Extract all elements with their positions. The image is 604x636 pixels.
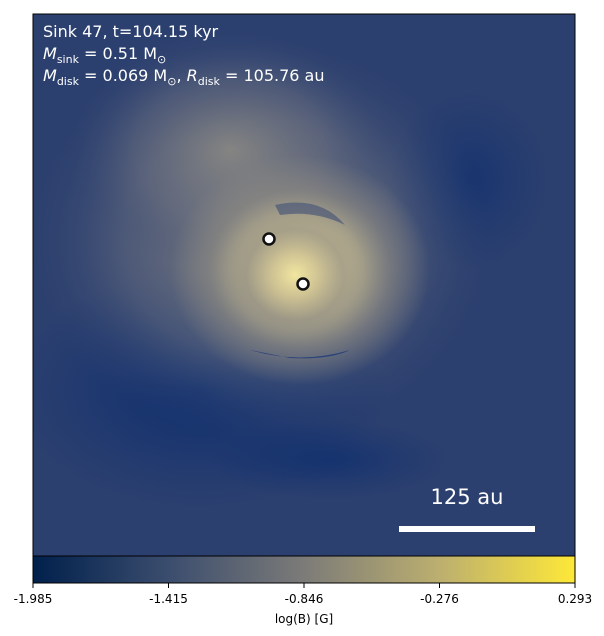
disk-core xyxy=(225,210,365,340)
r-disk-subscript: disk xyxy=(198,75,221,88)
colorbar-tick-label: 0.293 xyxy=(558,592,592,606)
sink-particle xyxy=(296,277,310,291)
r-disk-value: = 105.76 au xyxy=(220,66,325,85)
image-panel xyxy=(33,14,575,556)
colorbar-tick-label: -1.985 xyxy=(14,592,53,606)
m-sink-value: = 0.51 M xyxy=(79,44,157,63)
dark-region-bottom xyxy=(210,420,450,500)
colorbar-tick-label: -0.276 xyxy=(420,592,459,606)
solar-symbol: ⊙ xyxy=(157,53,166,66)
annotation-line1: Sink 47, t=104.15 kyr xyxy=(43,22,219,41)
m-disk-symbol: M xyxy=(43,66,57,85)
colorbar-tick-label: -1.415 xyxy=(149,592,188,606)
r-disk-symbol: R xyxy=(187,66,198,85)
inner-filament xyxy=(250,350,350,359)
m-sink-symbol: M xyxy=(43,44,57,63)
separator: , xyxy=(176,66,186,85)
colorbar xyxy=(32,555,576,584)
colorbar-tick-label: -0.846 xyxy=(285,592,324,606)
m-disk-value: = 0.069 M xyxy=(79,66,167,85)
solar-symbol: ⊙ xyxy=(167,75,176,88)
scale-bar-label: 125 au xyxy=(431,485,504,509)
scale-bar xyxy=(399,526,535,532)
m-sink-subscript: sink xyxy=(57,53,80,66)
sink-particle xyxy=(262,232,276,246)
colorbar-ticks xyxy=(32,583,576,588)
annotation-line3: Mdisk = 0.069 M⊙, Rdisk = 105.76 au xyxy=(43,66,324,88)
m-disk-subscript: disk xyxy=(57,75,80,88)
inner-filament-2 xyxy=(275,202,345,225)
annotation-line2: Msink = 0.51 M⊙ xyxy=(43,44,166,66)
colorbar-label: log(B) [G] xyxy=(275,612,333,626)
